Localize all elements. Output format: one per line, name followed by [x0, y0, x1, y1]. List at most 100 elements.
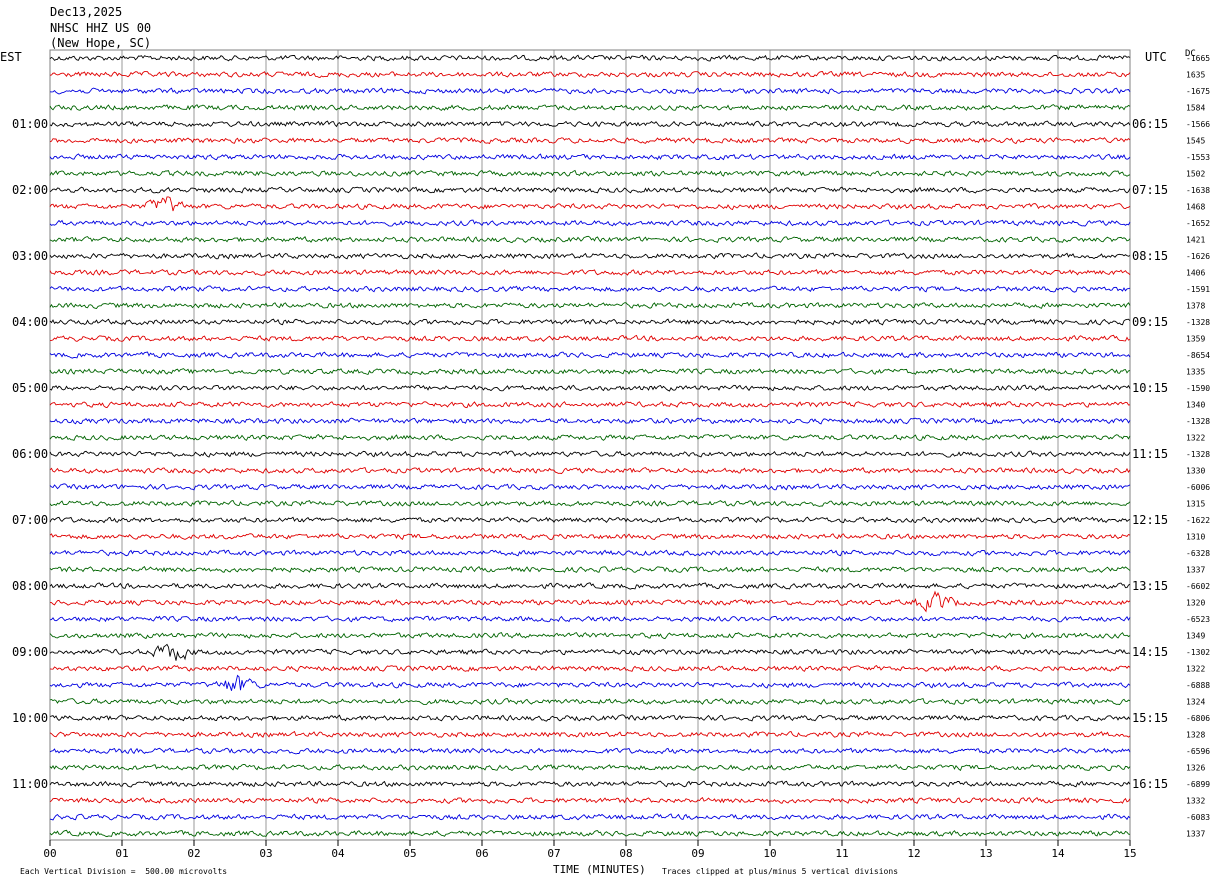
dc-column-label: DC [1185, 49, 1196, 59]
seismic-trace-46 [49, 797, 1131, 804]
scale-note: Each Vertical Division = 500.00 microvol… [20, 867, 228, 876]
plot-frame [49, 49, 1131, 841]
seismic-trace-23 [49, 417, 1131, 425]
x-tick-label: 00 [43, 847, 56, 860]
right-hour-label: 14:15 [1132, 645, 1168, 659]
left-hour-label: 05:00 [12, 381, 48, 395]
seismic-trace-31 [49, 549, 1131, 557]
seismic-trace-1 [49, 54, 1131, 62]
dc-offset-label: -1302 [1186, 648, 1210, 657]
dc-offset-label: -1328 [1186, 450, 1210, 459]
dc-offset-label: 1406 [1186, 269, 1205, 278]
dc-offset-label: 1330 [1186, 467, 1205, 476]
seismic-trace-6 [49, 137, 1131, 145]
seismic-trace-8 [49, 169, 1131, 177]
seismic-trace-30 [49, 533, 1131, 541]
seismic-trace-2 [49, 70, 1131, 78]
dc-offset-label: -1675 [1186, 87, 1210, 96]
seismic-trace-47 [49, 813, 1131, 821]
left-hour-label: 09:00 [12, 645, 48, 659]
header-station: NHSC HHZ US 00 [50, 21, 152, 35]
dc-offset-label: 1468 [1186, 203, 1205, 212]
seismic-trace-24 [49, 434, 1131, 441]
seismic-trace-17 [49, 318, 1131, 326]
dc-offset-label: 1340 [1186, 401, 1205, 410]
x-tick-label: 12 [907, 847, 920, 860]
x-tick-label: 07 [547, 847, 560, 860]
x-tick-label: 13 [979, 847, 992, 860]
seismic-trace-11 [49, 219, 1131, 227]
seismic-trace-19 [49, 351, 1131, 359]
seismic-trace-21 [49, 384, 1131, 392]
seismic-trace-26 [49, 466, 1131, 475]
dc-offset-label: -1626 [1186, 252, 1210, 261]
right-hour-label: 12:15 [1132, 513, 1168, 527]
right-hour-label: 13:15 [1132, 579, 1168, 593]
x-tick-label: 11 [835, 847, 848, 860]
dc-offset-label: 1378 [1186, 302, 1205, 311]
right-hour-label: 07:15 [1132, 183, 1168, 197]
dc-offset-label: -1652 [1186, 219, 1210, 228]
seismic-trace-45 [49, 780, 1131, 788]
x-tick-label: 03 [259, 847, 272, 860]
dc-offset-label: -1553 [1186, 153, 1210, 162]
clip-note: Traces clipped at plus/minus 5 vertical … [662, 867, 899, 876]
dc-offset-label: 1421 [1186, 236, 1205, 245]
dc-offset-label: -6523 [1186, 615, 1210, 624]
dc-offset-label: -6083 [1186, 813, 1210, 822]
seismic-trace-34 [50, 590, 1131, 613]
right-hour-label: 11:15 [1132, 447, 1168, 461]
seismic-trace-40 [49, 697, 1131, 706]
left-hour-label: 01:00 [12, 117, 48, 131]
seismic-trace-10 [49, 196, 1131, 212]
dc-offset-label: 1326 [1186, 764, 1205, 773]
right-hour-label: 16:15 [1132, 777, 1168, 791]
left-hour-label: 06:00 [12, 447, 48, 461]
left-hour-label: 03:00 [12, 249, 48, 263]
seismic-trace-48 [49, 829, 1131, 838]
dc-offset-label: 1315 [1186, 500, 1205, 509]
left-hour-label: 08:00 [12, 579, 48, 593]
dc-offset-label: 1322 [1186, 665, 1205, 674]
dc-offset-label: 1635 [1186, 71, 1205, 80]
dc-offset-label: 1337 [1186, 566, 1205, 575]
header-location: (New Hope, SC) [50, 36, 152, 50]
seismic-trace-3 [49, 87, 1131, 95]
x-tick-label: 14 [1051, 847, 1065, 860]
left-hour-label: 10:00 [12, 711, 48, 725]
x-tick-label: 02 [187, 847, 200, 860]
seismic-trace-39 [49, 674, 1131, 691]
left-timezone-label: EST [0, 50, 22, 64]
dc-offset-label: 1359 [1186, 335, 1205, 344]
right-hour-label: 08:15 [1132, 249, 1168, 263]
x-tick-label: 04 [331, 847, 345, 860]
seismic-trace-12 [49, 235, 1131, 244]
dc-offset-label: -8654 [1186, 351, 1210, 360]
dc-offset-label: 1349 [1186, 632, 1205, 641]
x-tick-label: 05 [403, 847, 416, 860]
dc-offset-label: -6596 [1186, 747, 1210, 756]
seismic-trace-4 [49, 104, 1131, 112]
seismic-trace-38 [49, 665, 1131, 673]
seismic-trace-7 [49, 153, 1131, 161]
dc-offset-label: 1324 [1186, 698, 1205, 707]
seismic-trace-32 [49, 566, 1131, 573]
dc-offset-label: 1328 [1186, 731, 1205, 740]
dc-offset-label: -6806 [1186, 714, 1210, 723]
dc-offset-label: 1320 [1186, 599, 1205, 608]
dc-offset-label: -6899 [1186, 780, 1210, 789]
right-hour-label: 10:15 [1132, 381, 1168, 395]
seismic-trace-18 [50, 334, 1131, 342]
left-hour-label: 11:00 [12, 777, 48, 791]
dc-offset-label: -6602 [1186, 582, 1210, 591]
seismic-trace-15 [49, 285, 1131, 293]
seismic-trace-36 [49, 632, 1131, 640]
left-hour-label: 02:00 [12, 183, 48, 197]
seismic-trace-29 [49, 516, 1131, 524]
dc-offset-label: -1622 [1186, 516, 1210, 525]
seismic-trace-20 [49, 367, 1131, 376]
right-timezone-label: UTC [1145, 50, 1167, 64]
seismic-trace-27 [49, 483, 1131, 491]
seismic-trace-37 [49, 643, 1131, 661]
right-hour-label: 06:15 [1132, 117, 1168, 131]
